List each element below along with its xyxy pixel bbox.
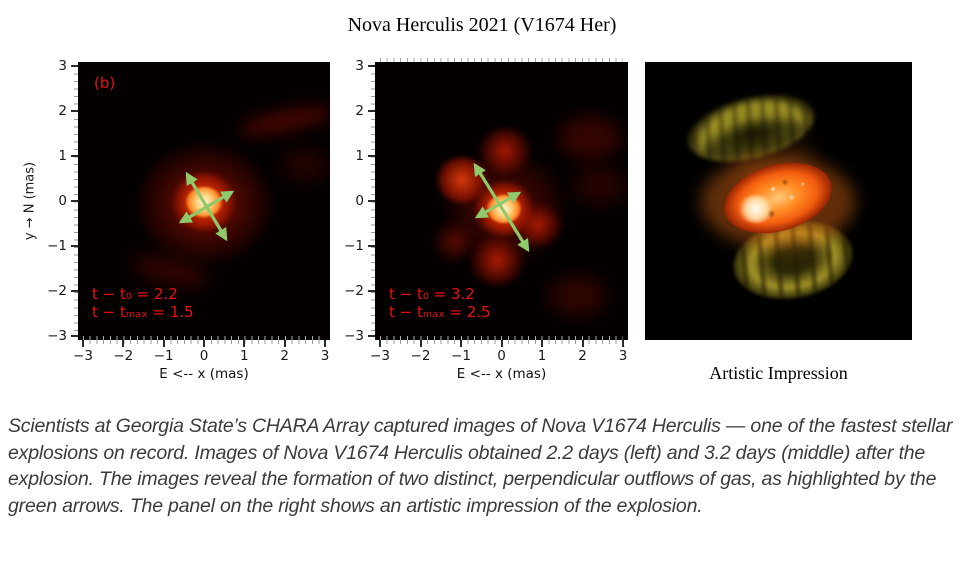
- panel-label: (b): [94, 74, 116, 92]
- x-axis-tick: [419, 340, 422, 347]
- x-axis-tick: [283, 340, 286, 347]
- y-axis-tick: [368, 110, 375, 112]
- faint-nebulosity: [550, 277, 605, 315]
- y-axis-tick-label: −1: [344, 238, 364, 254]
- y-axis-tick-label: 2: [58, 103, 67, 119]
- y-axis-tick-label: −3: [47, 328, 67, 344]
- x-axis-tick: [203, 340, 205, 347]
- x-axis-tick-label: −1: [451, 348, 471, 364]
- artistic-impression-image: [645, 62, 912, 340]
- annotation-line: t − t₀ = 3.2: [389, 285, 475, 303]
- explosion-glare: [738, 195, 774, 223]
- y-axis-tick: [71, 290, 78, 292]
- x-axis-tick: [581, 340, 584, 347]
- y-axis-tick-label: −1: [47, 238, 67, 254]
- figure-title: Nova Herculis 2021 (V1674 Her): [347, 14, 617, 36]
- y-axis-tick: [71, 200, 78, 202]
- outflow-arrows: [473, 162, 530, 253]
- x-axis-ticks-middle: −3 −2 −1 0 1 2 3: [370, 340, 628, 366]
- annotation-line: t − tₘₐₓ = 1.5: [92, 302, 194, 321]
- x-axis-tick-label: 1: [240, 348, 249, 364]
- y-axis-tick-label: −2: [344, 283, 364, 299]
- x-axis-top-ticks-middle: [375, 58, 628, 62]
- x-axis-tick-label: 3: [320, 348, 330, 364]
- x-axis-tick: [82, 340, 84, 347]
- x-axis-tick-label: 1: [537, 348, 547, 364]
- x-axis-tick-label: 2: [280, 348, 289, 364]
- x-axis-tick: [622, 340, 624, 347]
- figure-caption: Scientists at Georgia State’s CHARA Arra…: [8, 415, 953, 517]
- outflow-arrow: [473, 162, 530, 253]
- x-axis-tick: [162, 340, 165, 347]
- y-axis-tick: [71, 335, 78, 337]
- x-axis-tick: [379, 340, 381, 347]
- y-axis-ticks-middle: 3 2 1 0 −1 −2 −3: [329, 58, 375, 344]
- outflow-arrow: [178, 190, 235, 224]
- x-axis-tick-label: 2: [578, 348, 587, 364]
- x-axis-tick-label: −2: [113, 348, 134, 364]
- x-axis-tick: [541, 340, 543, 347]
- y-axis-tick: [368, 65, 375, 67]
- x-axis-tick-label: 0: [497, 348, 506, 364]
- x-axis-tick: [122, 340, 125, 347]
- nova-image-panel-middle: t − t₀ = 3.2 t − tₘₐₓ = 2.5: [375, 62, 628, 340]
- x-axis-label-middle: E <-- x (mas): [456, 366, 547, 382]
- x-axis-tick-label: −2: [410, 348, 431, 364]
- y-axis-tick: [368, 200, 375, 202]
- outflow-clump: [431, 222, 477, 262]
- y-axis-tick-label: −3: [344, 328, 364, 344]
- time-annotation: t − t₀ = 2.2 t − tₘₐₓ = 1.5: [92, 285, 194, 321]
- y-axis-tick-label: 2: [355, 103, 364, 119]
- faint-nebulosity: [283, 150, 327, 180]
- x-axis-tick-label: 3: [618, 348, 628, 364]
- outflow-arrow: [474, 191, 522, 219]
- annotation-line: t − tₘₐₓ = 2.5: [389, 302, 491, 321]
- y-axis-tick-label: 0: [58, 193, 67, 209]
- x-axis-tick: [324, 340, 326, 347]
- nova-image-panel-left: (b) t − t₀ = 2.2 t − tₘₐₓ = 1.5: [78, 62, 330, 340]
- x-axis-tick: [460, 340, 462, 347]
- y-axis-tick: [368, 335, 375, 337]
- y-axis-tick-label: 1: [58, 148, 67, 164]
- x-axis-ticks-left: −3 −2 −1 0 1 2 3: [73, 340, 330, 366]
- x-axis-tick-label: 0: [199, 348, 209, 364]
- x-axis-tick-label: −3: [370, 348, 390, 364]
- y-axis-tick: [71, 110, 78, 112]
- x-axis-tick: [500, 340, 503, 347]
- faint-nebulosity: [560, 117, 620, 159]
- artistic-impression-label: Artistic Impression: [709, 363, 848, 383]
- y-axis-tick-label: −2: [47, 283, 67, 299]
- y-axis-tick: [71, 155, 78, 157]
- y-axis-tick: [71, 245, 78, 247]
- y-axis-tick: [368, 155, 375, 157]
- annotation-line: t − t₀ = 2.2: [92, 285, 178, 303]
- y-axis-tick-label: 3: [58, 58, 67, 74]
- y-axis-tick: [368, 245, 375, 247]
- y-axis-ticks-left: 3 2 1 0 −1 −2 −3: [32, 58, 78, 344]
- y-axis-tick: [71, 65, 78, 67]
- y-axis-tick-label: 3: [355, 58, 364, 74]
- x-axis-tick: [243, 340, 246, 347]
- time-annotation: t − t₀ = 3.2 t − tₘₐₓ = 2.5: [389, 285, 491, 321]
- y-axis-tick-label: 1: [355, 148, 364, 164]
- outflow-arrows: [178, 171, 235, 242]
- y-axis-tick: [368, 290, 375, 292]
- x-axis-tick-label: −1: [153, 348, 174, 364]
- faint-nebulosity: [575, 167, 625, 203]
- x-axis-tick-label: −3: [73, 348, 93, 364]
- x-axis-label-left: E <-- x (mas): [159, 366, 249, 382]
- y-axis-tick-label: 0: [355, 193, 364, 209]
